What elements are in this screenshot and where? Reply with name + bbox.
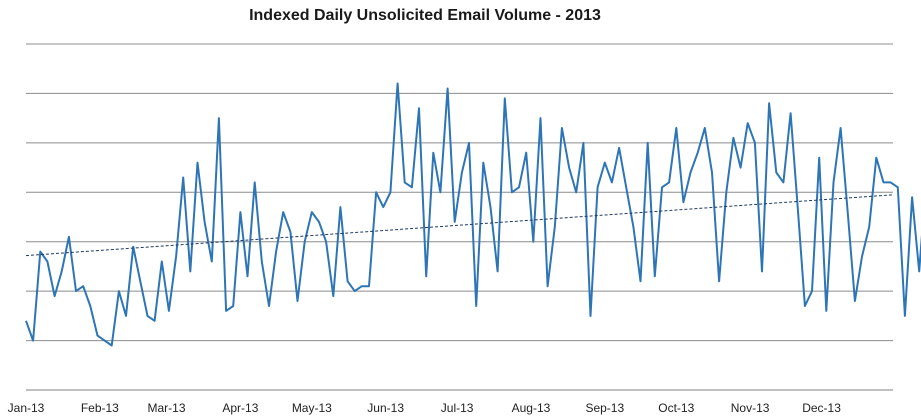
- x-tick-label: Nov-13: [731, 401, 770, 415]
- x-tick-label: Sep-13: [585, 401, 624, 415]
- series-line: [25, 82, 921, 347]
- series-lines: [25, 82, 921, 347]
- x-tick-label: Dec-13: [802, 401, 841, 415]
- x-tick-label: Aug-13: [512, 401, 551, 415]
- x-axis-ticks: Jan-13 Feb-13 Mar-13 Apr-13 May-13 Jun-13 Jul-…: [8, 401, 842, 415]
- gridlines: [26, 43, 893, 391]
- x-tick-label: Feb-13: [81, 401, 119, 415]
- x-tick-label: Jul-13: [441, 401, 474, 415]
- x-tick-label: Apr-13: [222, 401, 258, 415]
- x-tick-label: Jun-13: [367, 401, 404, 415]
- x-tick-label: Mar-13: [148, 401, 186, 415]
- chart-title: Indexed Daily Unsolicited Email Volume -…: [249, 7, 601, 24]
- x-tick-label: Jan-13: [8, 401, 45, 415]
- x-tick-label: Oct-13: [658, 401, 694, 415]
- x-tick-label: May-13: [292, 401, 332, 415]
